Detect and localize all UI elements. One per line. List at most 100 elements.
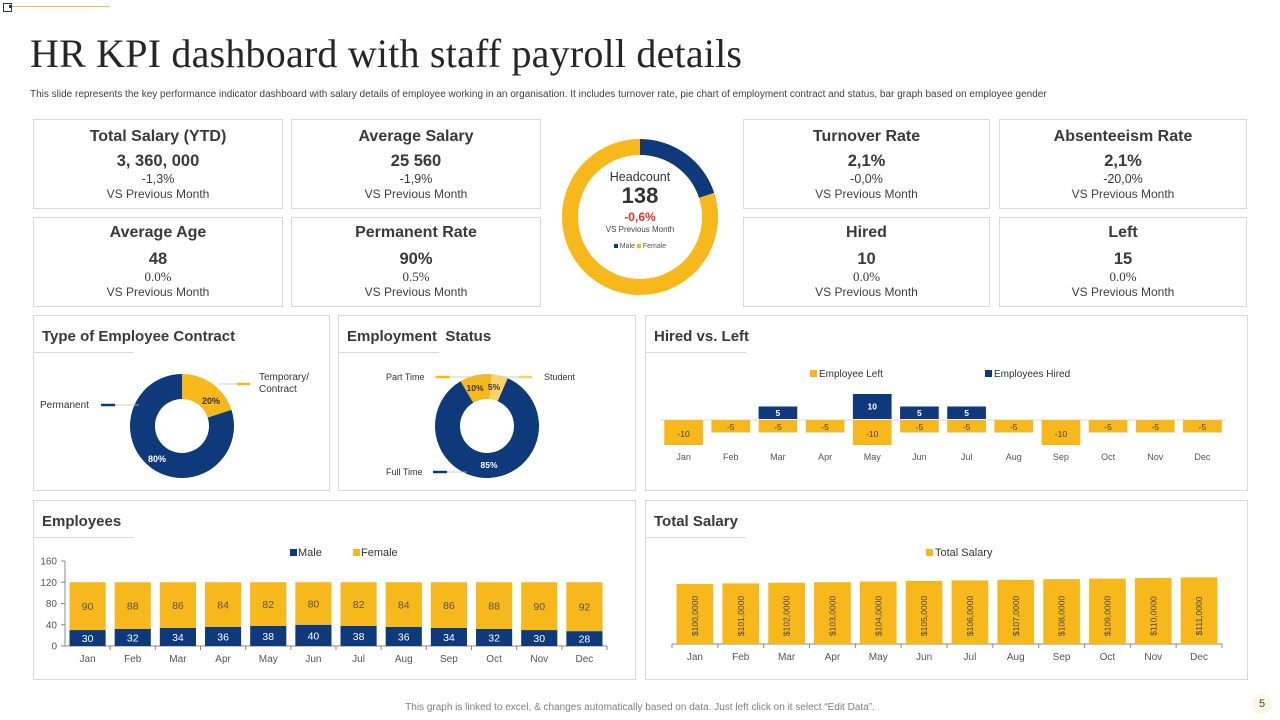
bar-total-salary: [1134, 578, 1172, 644]
kpi-comparison: VS Previous Month: [815, 285, 918, 299]
panel-title: Hired vs. Left: [654, 328, 750, 345]
y-tick-label: 0: [51, 642, 57, 653]
x-tick-label: Sep: [1053, 452, 1069, 462]
kpi-comparison: VS Previous Month: [364, 187, 468, 201]
headcount-widget: Headcount 138 -0,6% VS Previous Month Ma…: [558, 135, 722, 299]
x-tick-label: Apr: [825, 652, 841, 663]
x-tick-label: Jul: [961, 452, 973, 462]
bar-data-label-female: 90: [533, 601, 545, 613]
bar-total-salary: [905, 581, 943, 644]
bar-data-label-male: 30: [533, 633, 545, 645]
bar-employees-hired: [758, 406, 798, 419]
bar-data-label: -10: [866, 429, 879, 439]
bar-data-label-female: 88: [127, 601, 139, 613]
legend-label-female: Female: [361, 547, 398, 559]
bar-data-label-male: 28: [579, 634, 591, 646]
x-tick-label: Nov: [1147, 452, 1164, 462]
x-tick-label: May: [259, 654, 278, 665]
kpi-title: Average Salary: [358, 128, 474, 145]
panel-divider: [339, 352, 439, 353]
kpi-absenteeism-rate: Absenteeism Rate 2,1% -20,0% VS Previous…: [999, 119, 1247, 209]
bar-male: [385, 626, 422, 646]
bar-data-label-female: 86: [172, 600, 184, 612]
bar-male: [340, 625, 377, 646]
corner-accent-line: [12, 6, 110, 7]
slice-data-label: 85%: [480, 460, 497, 470]
x-tick-label: Nov: [530, 654, 548, 665]
bar-data-label-male: 32: [127, 633, 139, 645]
x-tick-label: Jul: [352, 654, 365, 665]
legend-swatch-total-salary: [926, 549, 933, 556]
x-tick-label: Jun: [912, 452, 927, 462]
x-tick-label: Feb: [124, 654, 142, 665]
legend-label-male: Male: [298, 547, 322, 559]
kpi-delta: 0.5%: [402, 269, 430, 284]
slice-student: [489, 374, 508, 402]
bar-female: [476, 582, 513, 629]
bar-data-label: -5: [1151, 422, 1159, 432]
x-tick-label: Dec: [1194, 452, 1211, 462]
bar-data-label-male: 38: [262, 631, 274, 643]
bar-data-label: $104,0000: [873, 596, 883, 636]
bar-female: [430, 582, 467, 628]
x-tick-label: Jun: [305, 654, 321, 665]
bar-data-label: 10: [868, 402, 878, 412]
panel-divider: [34, 537, 134, 538]
slice-data-label: 20%: [202, 396, 220, 406]
headcount-comparison: VS Previous Month: [605, 225, 675, 234]
bar-data-label-female: 84: [217, 600, 229, 612]
bar-total-salary: [859, 581, 897, 644]
bar-male: [476, 629, 513, 646]
bar-data-label: -5: [1010, 422, 1018, 432]
slice-part-time: [460, 374, 492, 403]
slice-label-student: Student: [544, 372, 576, 382]
bar-data-label-female: 82: [353, 599, 365, 611]
bar-total-salary: [768, 582, 805, 644]
slice-full-time: [435, 378, 539, 478]
kpi-average-salary: Average Salary 25 560 -1,9% VS Previous …: [291, 119, 541, 209]
bar-total-salary: [1089, 578, 1126, 644]
contract-donut-chart: 20% 80% Temporary/Contract Permanent: [40, 372, 309, 478]
kpi-delta: -20,0%: [1103, 172, 1143, 186]
kpi-comparison: VS Previous Month: [815, 187, 918, 201]
bar-data-label: $109,0000: [1102, 596, 1112, 636]
x-tick-label: Oct: [1101, 452, 1116, 462]
bar-male: [159, 627, 196, 646]
kpi-delta: -1,9%: [399, 172, 433, 186]
bar-data-label-female: 88: [488, 601, 500, 613]
bar-data-label-male: 40: [308, 630, 320, 642]
bar-data-label: -5: [963, 422, 971, 432]
bar-female: [340, 582, 377, 626]
bar-data-label-male: 36: [398, 631, 410, 643]
panel-title: Employees: [42, 513, 122, 530]
bar-data-label-male: 30: [82, 633, 94, 645]
x-tick-label: Nov: [1144, 652, 1162, 663]
bar-total-salary: [1180, 577, 1218, 644]
bar-male: [566, 631, 603, 646]
bar-data-label: 5: [964, 408, 969, 418]
y-tick-label: 40: [46, 620, 58, 631]
kpi-title: Permanent Rate: [355, 224, 477, 241]
kpi-average-age: Average Age 48 0.0% VS Previous Month: [33, 217, 283, 307]
kpi-value: 25 560: [390, 152, 442, 170]
total-salary-bar-chart: Total Salary $100,0000 Jan $101,0000 Feb $102…: [671, 547, 1223, 663]
bar-female: [566, 582, 603, 632]
kpi-title: Average Age: [109, 224, 207, 241]
bar-male: [205, 626, 242, 646]
bar-employee-left: [852, 420, 892, 445]
kpi-value: 2,1%: [847, 152, 886, 170]
bar-data-label: $103,0000: [827, 596, 837, 636]
bar-data-label-female: 92: [579, 602, 591, 614]
kpi-title: Absenteeism Rate: [1053, 128, 1193, 145]
panel-employees: Employees Male Female 0 40 80 120 160 30 90 Jan 32…: [33, 500, 636, 680]
kpi-title: Hired: [846, 224, 887, 241]
headcount-donut: [559, 136, 721, 298]
bar-total-salary: [951, 580, 989, 644]
kpi-title: Turnover Rate: [812, 128, 921, 145]
kpi-comparison: VS Previous Month: [106, 187, 210, 201]
legend-female-label: Female: [642, 243, 667, 250]
kpi-hired: Hired 10 0.0% VS Previous Month: [743, 217, 990, 307]
x-tick-label: Feb: [723, 452, 739, 462]
hired-left-bar-chart: Employee Left Employees Hired -10 Jan -5 Feb -…: [660, 369, 1226, 462]
bar-data-label-female: 84: [398, 600, 410, 612]
